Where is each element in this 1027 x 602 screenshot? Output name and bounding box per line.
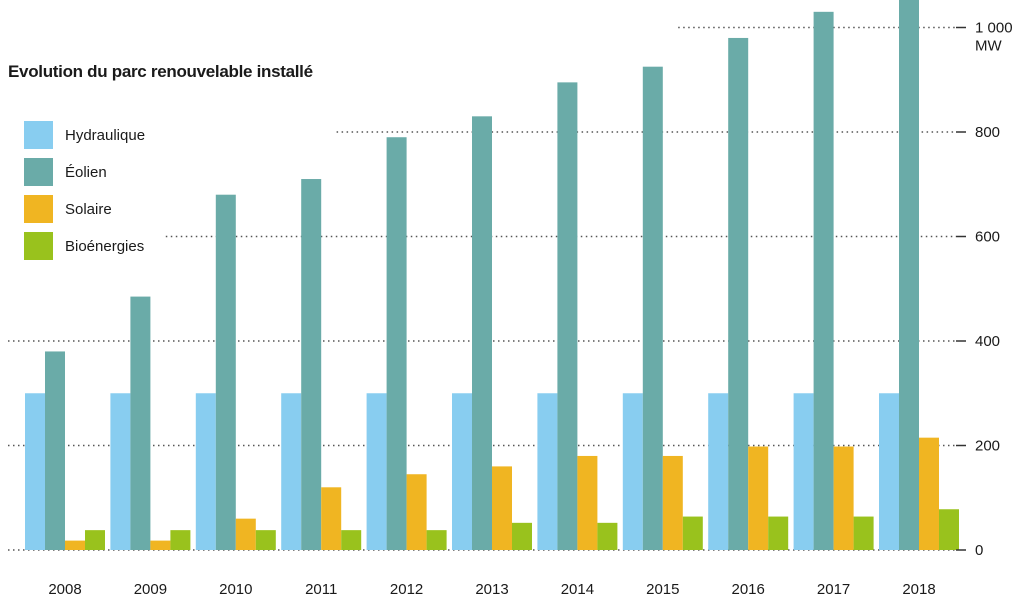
y-tick-label-200: 200 (975, 438, 1000, 455)
bar-bioenergies-2008 (85, 530, 105, 550)
x-tick-label-2008: 2008 (48, 581, 81, 598)
y-tick-label-600: 600 (975, 229, 1000, 246)
bar-bioenergies-2014 (597, 522, 618, 550)
bar-eolien-2009 (130, 296, 151, 550)
bar-hydraulique-2012 (366, 393, 387, 550)
bar-solaire-2012 (406, 474, 427, 550)
bar-eolien-2018 (899, 0, 919, 550)
bar-solaire-2009 (150, 540, 171, 550)
bar-solaire-2015 (662, 455, 683, 550)
y-tick-label-0: 0 (975, 542, 983, 559)
bar-solaire-2014 (577, 455, 598, 550)
bar-hydraulique-2011 (281, 393, 302, 550)
bar-hydraulique-2018 (879, 393, 899, 550)
bar-hydraulique-2016 (708, 393, 729, 550)
legend-label-solaire: Solaire (65, 200, 112, 218)
bar-solaire-2017 (833, 446, 854, 550)
bar-bioenergies-2009 (170, 530, 191, 550)
legend-item-eolien: Éolien (24, 158, 145, 186)
bar-hydraulique-2009 (110, 393, 131, 550)
legend-item-bioenergies: Bioénergies (24, 232, 145, 260)
bar-bioenergies-2013 (512, 522, 532, 550)
bar-solaire-2018 (919, 437, 939, 550)
bars (25, 0, 959, 551)
y-tick-label-800: 800 (975, 124, 1000, 141)
x-tick-label-2009: 2009 (134, 581, 167, 598)
bar-eolien-2016 (728, 37, 749, 550)
bar-solaire-2016 (748, 446, 769, 550)
x-tick-label-2018: 2018 (902, 581, 935, 598)
bar-bioenergies-2015 (682, 516, 703, 550)
x-tick-label-2015: 2015 (646, 581, 679, 598)
legend-item-solaire: Solaire (24, 195, 145, 223)
bar-bioenergies-2011 (341, 530, 362, 550)
x-tick-label-2014: 2014 (561, 581, 594, 598)
bar-bioenergies-2010 (255, 530, 276, 550)
x-tick-label-2012: 2012 (390, 581, 423, 598)
bar-eolien-2011 (301, 179, 322, 550)
bar-solaire-2011 (321, 487, 342, 550)
legend-label-eolien: Éolien (65, 163, 107, 181)
x-axis: 2008 2009 2010 2011 2012 2013 2014 2015 2016 2017… (48, 581, 935, 598)
bar-hydraulique-2013 (452, 393, 472, 550)
bar-hydraulique-2015 (622, 393, 643, 550)
x-tick-label-2016: 2016 (732, 581, 765, 598)
bar-hydraulique-2014 (537, 393, 558, 550)
x-tick-label-2013: 2013 (475, 581, 508, 598)
bar-solaire-2010 (235, 518, 256, 550)
legend-swatch-bioenergies (24, 232, 53, 260)
x-tick-label-2011: 2011 (305, 581, 337, 598)
y-unit-label: MW (975, 38, 1002, 55)
legend-swatch-solaire (24, 195, 53, 223)
bar-eolien-2017 (813, 11, 834, 550)
bar-eolien-2015 (642, 66, 663, 550)
legend-item-hydraulique: Hydraulique (24, 121, 145, 149)
bar-eolien-2013 (472, 116, 492, 550)
legend-label-bioenergies: Bioénergies (65, 237, 145, 255)
x-tick-label-2010: 2010 (219, 581, 252, 598)
bar-hydraulique-2010 (195, 393, 216, 550)
bar-bioenergies-2016 (768, 516, 789, 550)
bar-hydraulique-2017 (793, 393, 814, 550)
legend: Hydraulique Éolien Solaire Bioénergies (24, 121, 145, 269)
y-tick-label-400: 400 (975, 333, 1000, 350)
bar-bioenergies-2012 (426, 530, 447, 550)
bar-eolien-2014 (557, 82, 578, 551)
y-tick-label-1000: 1 000 (975, 20, 1013, 37)
x-tick-label-2017: 2017 (817, 581, 850, 598)
legend-swatch-hydraulique (24, 121, 53, 149)
bar-solaire-2008 (65, 540, 85, 550)
bar-hydraulique-2008 (25, 393, 45, 550)
legend-swatch-eolien (24, 158, 53, 186)
bar-solaire-2013 (492, 466, 512, 550)
legend-label-hydraulique: Hydraulique (65, 126, 146, 144)
bar-bioenergies-2018 (939, 509, 959, 550)
bar-bioenergies-2017 (853, 516, 874, 550)
bar-eolien-2008 (45, 351, 65, 550)
chart-title: Evolution du parc renouvelable installé (8, 62, 313, 81)
bar-eolien-2010 (215, 194, 236, 550)
bar-eolien-2012 (386, 137, 407, 550)
